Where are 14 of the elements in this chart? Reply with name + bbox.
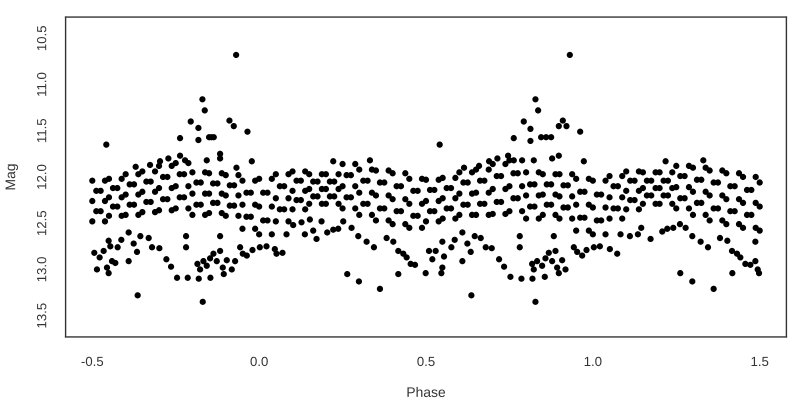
y-tick-label: 11.5 xyxy=(37,118,46,142)
y-tick-label: 12.0 xyxy=(36,164,46,189)
x-tick-label: -0.5 xyxy=(82,356,104,366)
x-tick-label: 1.0 xyxy=(584,356,602,366)
x-tick-label: 1.5 xyxy=(752,356,768,366)
y-tick-label: 11.0 xyxy=(36,72,46,96)
y-tick-label: 13.5 xyxy=(36,303,46,328)
y-tick-label: 13.0 xyxy=(36,257,46,282)
y-tick-label: 12.5 xyxy=(36,210,46,236)
y-tick-label: 10.5 xyxy=(36,26,46,50)
x-tick-label: 0.0 xyxy=(250,356,268,366)
x-axis-title: Phase xyxy=(407,386,446,398)
y-axis-title: Mag xyxy=(6,164,18,190)
x-tick-label: 0.5 xyxy=(417,356,435,366)
